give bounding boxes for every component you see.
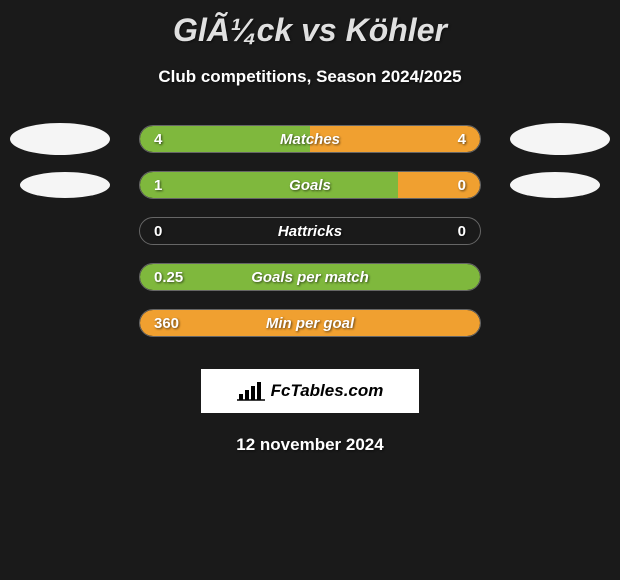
stat-row-goals-per-match: 0.25 Goals per match [0, 263, 620, 291]
bar-chart-icon [237, 380, 265, 402]
stat-value-left: 4 [154, 131, 162, 148]
bar-wrapper: 1 Goals 0 [139, 171, 481, 199]
stat-value-right: 4 [458, 131, 466, 148]
bar-wrapper: 360 Min per goal [139, 309, 481, 337]
stat-row-goals: 1 Goals 0 [0, 171, 620, 199]
stat-label: Goals [289, 177, 331, 194]
stats-container: 4 Matches 4 1 Goals 0 0 Hattricks 0 0.25… [0, 125, 620, 337]
bar-wrapper: 0 Hattricks 0 [139, 217, 481, 245]
subtitle: Club competitions, Season 2024/2025 [0, 67, 620, 87]
ellipse-left [10, 123, 110, 155]
stat-value-left: 0 [154, 223, 162, 240]
stat-value-right: 0 [458, 223, 466, 240]
bar-right [398, 172, 480, 198]
stat-row-min-per-goal: 360 Min per goal [0, 309, 620, 337]
stat-label: Matches [280, 131, 340, 148]
stat-value-left: 360 [154, 315, 179, 332]
date-text: 12 november 2024 [0, 435, 620, 455]
stat-value-right: 0 [458, 177, 466, 194]
ellipse-right [510, 172, 600, 198]
page-title: GlÃ¼ck vs Köhler [0, 0, 620, 49]
stat-value-left: 1 [154, 177, 162, 194]
stat-row-hattricks: 0 Hattricks 0 [0, 217, 620, 245]
ellipse-left [20, 172, 110, 198]
footer-brand-text: FcTables.com [271, 381, 384, 401]
stat-label: Goals per match [251, 269, 369, 286]
bar-wrapper: 4 Matches 4 [139, 125, 481, 153]
ellipse-right [510, 123, 610, 155]
stat-label: Hattricks [278, 223, 342, 240]
bar-wrapper: 0.25 Goals per match [139, 263, 481, 291]
stat-row-matches: 4 Matches 4 [0, 125, 620, 153]
stat-value-left: 0.25 [154, 269, 183, 286]
bar-left [140, 172, 398, 198]
stat-label: Min per goal [266, 315, 354, 332]
footer-badge: FcTables.com [201, 369, 419, 413]
